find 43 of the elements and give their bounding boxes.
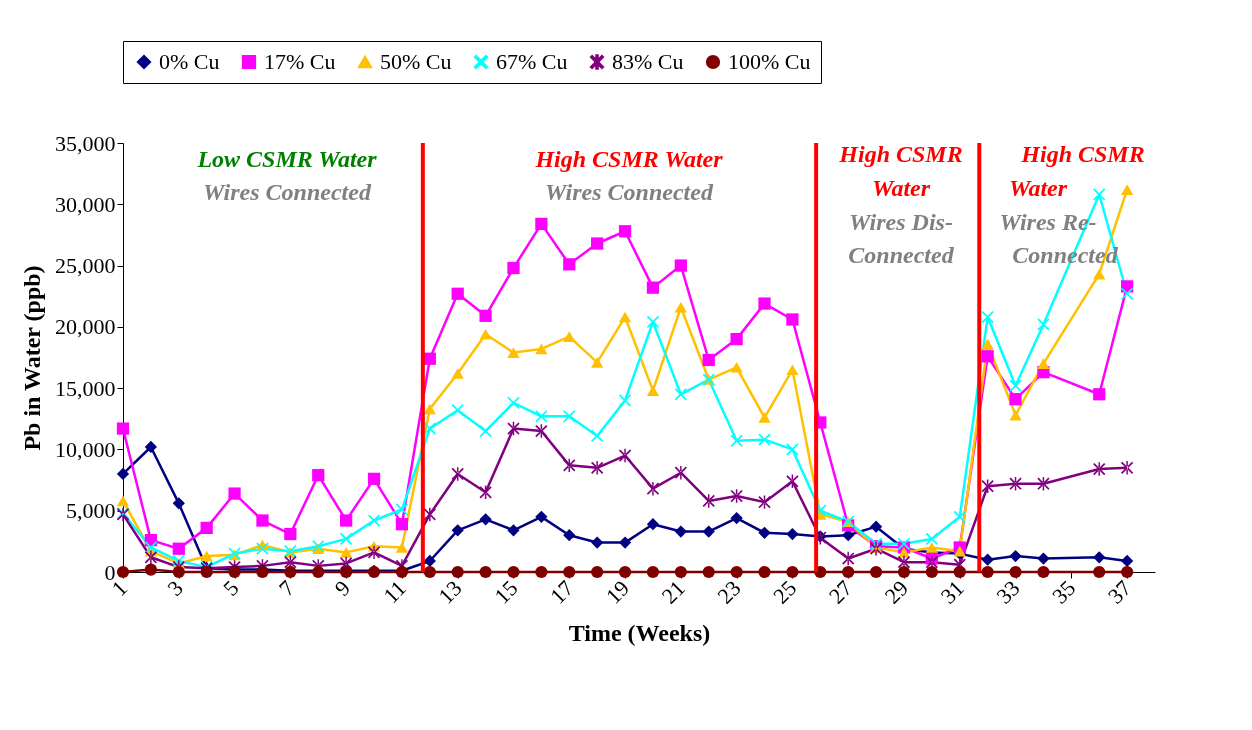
x-tick-label: 9 <box>329 575 356 601</box>
x-tick-label: 15 <box>489 575 523 609</box>
y-tick-label: 15,000 <box>55 375 116 401</box>
legend-label: 0% Cu <box>159 49 220 74</box>
x-tick-label: 23 <box>712 575 746 609</box>
x-tick-label: 37 <box>1102 575 1137 609</box>
y-tick-label: 30,000 <box>55 191 116 217</box>
annotation: High CSMR <box>1020 141 1145 167</box>
x-tick-label: 27 <box>823 575 858 609</box>
annotation: Water <box>1008 175 1068 201</box>
x-tick-label: 21 <box>656 575 690 609</box>
x-tick-label: 11 <box>378 575 411 608</box>
y-tick-label: 10,000 <box>55 436 116 462</box>
x-tick-label: 13 <box>433 575 467 609</box>
y-tick-label: 35,000 <box>55 130 116 156</box>
x-tick-label: 33 <box>991 575 1025 609</box>
annotation: High CSMR Water <box>534 146 724 172</box>
legend-label: 17% Cu <box>264 49 336 74</box>
annotation: Low CSMR Water <box>196 146 378 172</box>
legend-label: 67% Cu <box>496 49 568 74</box>
legend-label: 50% Cu <box>380 49 452 74</box>
x-axis-title: Time (Weeks) <box>568 619 711 646</box>
y-axis-title: Pb in Water (ppb) <box>19 265 45 451</box>
x-tick-label: 19 <box>600 575 635 609</box>
annotation: High CSMR <box>838 141 963 167</box>
y-tick-label: 5,000 <box>66 498 116 524</box>
legend-label: 100% Cu <box>728 49 811 74</box>
annotation: Wires Dis- <box>849 209 953 235</box>
x-tick-label: 35 <box>1047 575 1081 609</box>
annotation: Connected <box>848 242 955 268</box>
x-tick-label: 29 <box>879 575 913 609</box>
x-tick-label: 3 <box>162 575 188 601</box>
x-tick-label: 5 <box>218 575 244 601</box>
x-tick-label: 31 <box>935 575 969 609</box>
legend-label: 83% Cu <box>612 49 684 74</box>
annotation: Wires Connected <box>545 179 714 205</box>
y-tick-label: 25,000 <box>55 253 116 279</box>
x-tick-label: 17 <box>545 575 579 609</box>
annotation: Wires Connected <box>203 179 372 205</box>
y-tick-label: 20,000 <box>55 314 116 340</box>
x-tick-label: 7 <box>273 575 300 601</box>
annotation: Water <box>871 175 931 201</box>
x-tick-label: 25 <box>768 575 802 609</box>
